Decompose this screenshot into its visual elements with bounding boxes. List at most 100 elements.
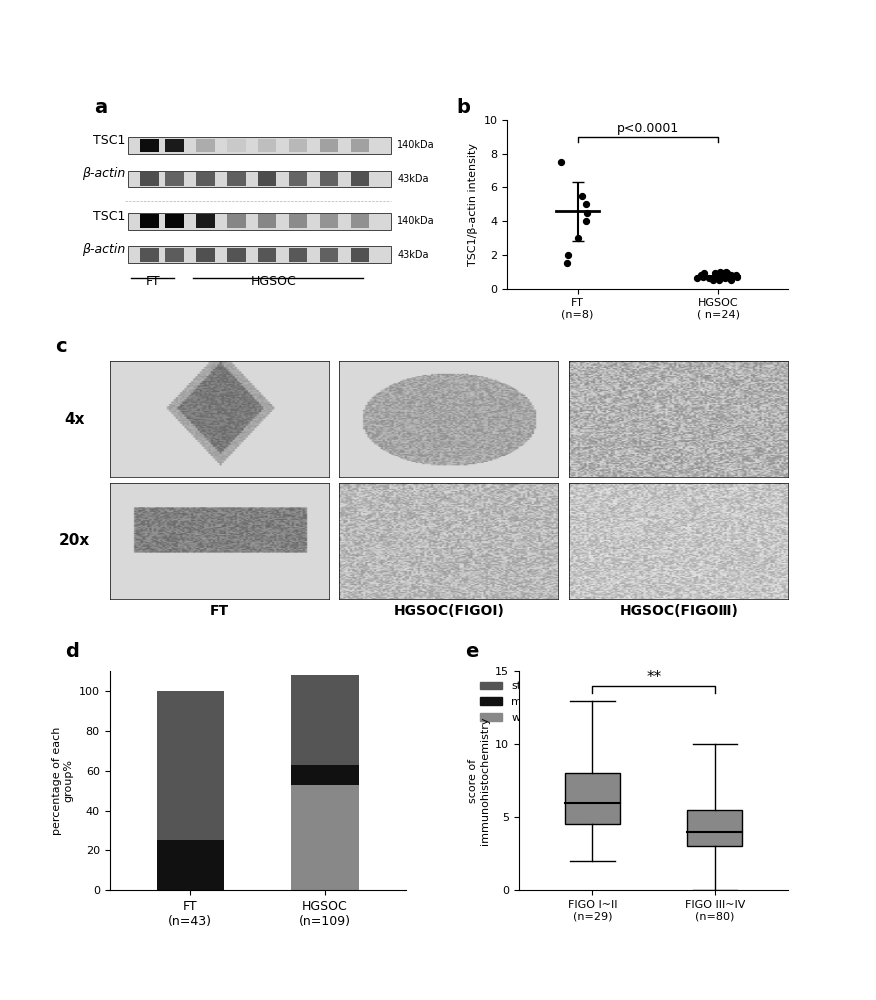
- FancyBboxPatch shape: [320, 214, 338, 228]
- Point: [709, 265, 723, 281]
- Point: [570, 230, 584, 246]
- FancyBboxPatch shape: [350, 139, 370, 152]
- Point: [716, 265, 730, 281]
- Point: [720, 265, 734, 281]
- FancyBboxPatch shape: [128, 137, 391, 154]
- Point: [555, 154, 569, 170]
- X-axis label: HGSOC(FIGOⅠ): HGSOC(FIGOⅠ): [393, 604, 505, 618]
- Point: [731, 269, 745, 285]
- FancyBboxPatch shape: [289, 214, 307, 228]
- FancyBboxPatch shape: [128, 213, 391, 230]
- Text: 43kDa: 43kDa: [397, 174, 428, 184]
- Text: 140kDa: 140kDa: [397, 216, 434, 226]
- FancyBboxPatch shape: [258, 172, 277, 186]
- FancyBboxPatch shape: [350, 248, 370, 262]
- FancyBboxPatch shape: [227, 248, 245, 262]
- FancyBboxPatch shape: [258, 248, 277, 262]
- FancyBboxPatch shape: [128, 171, 391, 187]
- Text: a: a: [94, 98, 107, 117]
- Text: c: c: [54, 337, 67, 356]
- Point: [709, 267, 723, 283]
- FancyBboxPatch shape: [320, 139, 338, 152]
- Point: [718, 270, 732, 286]
- FancyBboxPatch shape: [196, 139, 215, 152]
- Point: [724, 267, 738, 283]
- Point: [720, 269, 734, 285]
- FancyBboxPatch shape: [140, 214, 159, 228]
- FancyBboxPatch shape: [196, 172, 215, 186]
- FancyBboxPatch shape: [320, 248, 338, 262]
- Y-axis label: score of
immunohistochemistry: score of immunohistochemistry: [468, 716, 490, 845]
- FancyBboxPatch shape: [258, 214, 277, 228]
- FancyBboxPatch shape: [140, 172, 159, 186]
- Point: [580, 205, 594, 221]
- Bar: [292, 785, 358, 890]
- FancyBboxPatch shape: [688, 810, 743, 846]
- FancyBboxPatch shape: [350, 214, 370, 228]
- Bar: [292, 765, 358, 785]
- Point: [711, 272, 725, 288]
- Point: [697, 265, 711, 281]
- Text: **: **: [646, 670, 661, 685]
- Text: 43kDa: 43kDa: [397, 250, 428, 260]
- FancyBboxPatch shape: [227, 172, 245, 186]
- Legend: strong, moderat, weak: strong, moderat, weak: [476, 677, 563, 727]
- Y-axis label: TSC1/β-actin intensity: TSC1/β-actin intensity: [468, 143, 478, 266]
- Text: TSC1: TSC1: [93, 134, 125, 147]
- FancyBboxPatch shape: [227, 214, 245, 228]
- FancyBboxPatch shape: [166, 248, 184, 262]
- FancyBboxPatch shape: [350, 172, 370, 186]
- Text: TSC1: TSC1: [93, 210, 125, 223]
- Point: [696, 269, 710, 285]
- FancyBboxPatch shape: [289, 139, 307, 152]
- FancyBboxPatch shape: [166, 139, 184, 152]
- FancyBboxPatch shape: [196, 214, 215, 228]
- Point: [562, 247, 576, 263]
- FancyBboxPatch shape: [565, 773, 620, 824]
- FancyBboxPatch shape: [227, 139, 245, 152]
- Point: [579, 196, 593, 212]
- FancyBboxPatch shape: [166, 172, 184, 186]
- FancyBboxPatch shape: [140, 248, 159, 262]
- Point: [579, 213, 593, 229]
- Point: [703, 270, 717, 286]
- FancyBboxPatch shape: [166, 214, 184, 228]
- Point: [719, 264, 733, 280]
- Point: [729, 267, 743, 283]
- FancyBboxPatch shape: [128, 246, 391, 263]
- FancyBboxPatch shape: [289, 248, 307, 262]
- Point: [575, 188, 589, 204]
- Point: [561, 255, 575, 271]
- FancyBboxPatch shape: [196, 248, 215, 262]
- Point: [706, 272, 720, 288]
- Point: [694, 267, 708, 283]
- Text: β-actin: β-actin: [81, 167, 125, 180]
- Point: [713, 264, 727, 280]
- FancyBboxPatch shape: [320, 172, 338, 186]
- Text: d: d: [65, 642, 79, 661]
- Bar: [292, 675, 358, 765]
- Y-axis label: 4x: 4x: [65, 412, 85, 427]
- Text: e: e: [465, 642, 478, 661]
- Text: 140kDa: 140kDa: [397, 140, 434, 150]
- Point: [717, 267, 731, 283]
- Y-axis label: 20x: 20x: [60, 533, 90, 548]
- Y-axis label: percentage of each
group%: percentage of each group%: [52, 727, 74, 835]
- Text: b: b: [456, 98, 470, 117]
- Point: [716, 265, 730, 281]
- FancyBboxPatch shape: [140, 139, 159, 152]
- X-axis label: FT: FT: [209, 604, 229, 618]
- Text: HGSOC: HGSOC: [251, 275, 296, 288]
- Text: β-actin: β-actin: [81, 243, 125, 256]
- Bar: [157, 840, 224, 890]
- Bar: [157, 691, 224, 840]
- Text: p<0.0001: p<0.0001: [617, 122, 679, 135]
- Text: FT: FT: [145, 275, 160, 288]
- X-axis label: HGSOC(FIGOⅢ): HGSOC(FIGOⅢ): [619, 604, 738, 618]
- Point: [712, 269, 726, 285]
- FancyBboxPatch shape: [289, 172, 307, 186]
- Point: [716, 269, 730, 285]
- FancyBboxPatch shape: [258, 139, 277, 152]
- Point: [711, 270, 725, 286]
- Point: [690, 270, 704, 286]
